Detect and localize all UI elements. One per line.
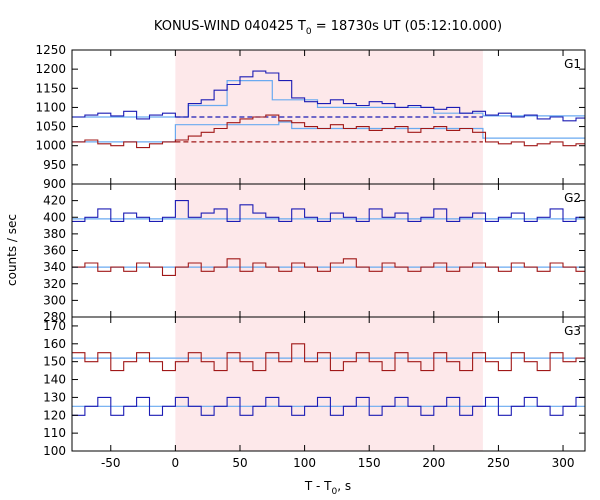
y-tick-label: 950 (43, 158, 66, 172)
panel-frame-G3 (71, 316, 586, 452)
y-tick-label: 300 (43, 293, 66, 307)
series-G2-red (72, 258, 585, 276)
chart-title: KONUS-WIND 040425 T0 = 18730s UT (05:12:… (154, 19, 502, 37)
y-tick-label: 150 (43, 355, 66, 369)
y-tick-label: 380 (43, 227, 66, 241)
y-tick-label: 1050 (35, 120, 66, 134)
y-tick-label: 1150 (35, 81, 66, 95)
y-tick-label: 320 (43, 277, 66, 291)
fit-line-G1-1 (72, 121, 585, 143)
y-tick-label: 1000 (35, 139, 66, 153)
x-tick-label: -50 (101, 456, 121, 470)
x-tick-label: 300 (552, 456, 575, 470)
x-tick-label: 250 (487, 456, 510, 470)
y-tick-label: 1250 (35, 43, 66, 57)
x-tick-label: 100 (293, 456, 316, 470)
highlight-interval (175, 50, 483, 451)
series-G3-red (72, 343, 585, 372)
panel-label-G1: G1 (564, 57, 581, 71)
x-tick-label: 150 (358, 456, 381, 470)
y-tick-label: 420 (43, 194, 66, 208)
y-tick-label: 110 (43, 426, 66, 440)
y-tick-label: 140 (43, 373, 66, 387)
series-G3-blue (72, 396, 585, 416)
x-tick-label: 200 (422, 456, 445, 470)
y-tick-label: 360 (43, 244, 66, 258)
y-tick-label: 170 (43, 319, 66, 333)
y-axis-label: counts / sec (5, 214, 19, 286)
x-axis-label: T - T0, s (304, 479, 351, 497)
y-tick-label: 340 (43, 260, 66, 274)
y-tick-label: 100 (43, 444, 66, 458)
y-tick-label: 900 (43, 177, 66, 191)
y-tick-label: 1200 (35, 62, 66, 76)
series-G2-blue (72, 200, 585, 222)
panel-label-G3: G3 (564, 324, 581, 338)
y-tick-label: 1100 (35, 100, 66, 114)
series-G1-red (72, 114, 585, 149)
panel-label-G2: G2 (564, 191, 581, 205)
y-tick-label: 400 (43, 210, 66, 224)
x-tick-label: 0 (172, 456, 180, 470)
y-tick-label: 280 (43, 310, 66, 324)
x-tick-label: 50 (232, 456, 247, 470)
y-tick-label: 130 (43, 390, 66, 404)
y-tick-label: 160 (43, 337, 66, 351)
y-tick-label: 120 (43, 408, 66, 422)
fit-line-G1-0 (72, 79, 585, 118)
series-G1-blue (72, 70, 585, 122)
